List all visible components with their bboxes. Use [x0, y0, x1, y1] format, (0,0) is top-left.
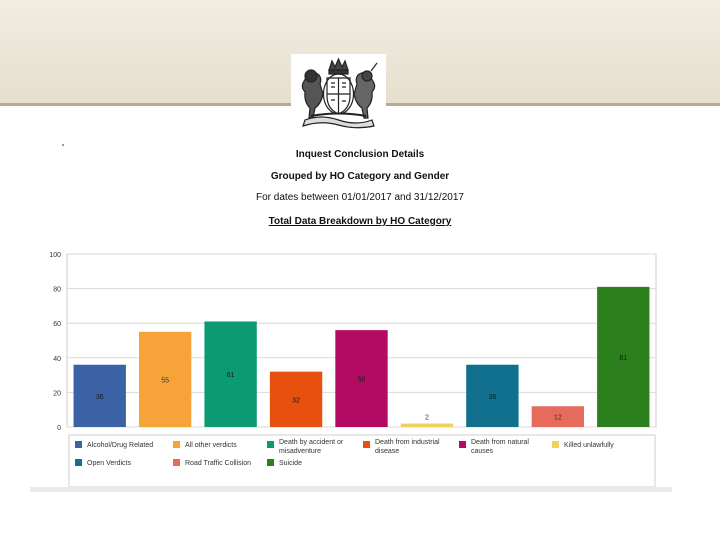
y-tick-label: 80	[53, 287, 61, 294]
report-title: Inquest Conclusion Details	[295, 149, 425, 160]
bar	[400, 423, 454, 427]
bar	[269, 371, 323, 427]
legend-swatch	[552, 441, 559, 448]
bar-value-label: 2	[425, 415, 429, 422]
legend-swatch	[267, 441, 274, 448]
royal-coat-of-arms-icon	[301, 57, 378, 129]
legend-label: All other verdicts	[185, 442, 237, 449]
bar	[138, 331, 192, 427]
y-tick-label: 40	[53, 356, 61, 363]
bar	[335, 330, 388, 427]
bar	[597, 286, 650, 427]
legend-swatch	[75, 459, 82, 466]
legend-swatch	[173, 459, 180, 466]
legend-swatch	[363, 441, 370, 448]
page-marker	[62, 144, 64, 146]
date-range: For dates between 01/01/2017 and 31/12/2…	[256, 192, 464, 203]
legend-label: Suicide	[279, 460, 302, 467]
report-subtitle: Grouped by HO Category and Gender	[270, 171, 450, 182]
bar	[73, 364, 126, 427]
y-tick-label: 100	[49, 252, 61, 259]
bar-value-label: 61	[227, 372, 235, 379]
section-title: Total Data Breakdown by HO Category	[268, 216, 452, 227]
legend-label: Death by accident or misadventure	[279, 439, 344, 455]
legend-swatch	[267, 459, 274, 466]
legend-label: Open Verdicts	[87, 460, 131, 467]
bar-value-label: 81	[619, 355, 627, 362]
bottom-strip	[30, 487, 672, 492]
legend-label: Road Traffic Collision	[185, 460, 251, 467]
y-tick-label: 0	[57, 425, 61, 432]
bar	[466, 364, 519, 427]
crest	[291, 54, 386, 130]
legend-label: Death from industrial disease	[375, 439, 440, 455]
bar	[531, 406, 585, 427]
bar	[204, 321, 257, 427]
bar-value-label: 55	[161, 377, 169, 384]
legend-label: Death from natural causes	[471, 439, 529, 455]
bar-value-label: 36	[96, 394, 104, 401]
y-tick-label: 20	[53, 390, 61, 397]
bar-value-label: 56	[358, 377, 366, 384]
legend-label: Alcohol/Drug Related	[87, 442, 153, 449]
bar-chart: 0 20 40 60 80 100 36 55 61 32 56 2 36 12 81 Alcohol/Dru…	[49, 252, 657, 488]
bar-value-label: 32	[292, 397, 300, 404]
legend-label: Killed unlawfully	[564, 442, 614, 449]
legend-swatch	[75, 441, 82, 448]
bar-value-label: 36	[488, 394, 496, 401]
legend-swatch	[173, 441, 180, 448]
y-tick-label: 60	[53, 321, 61, 328]
legend-swatch	[459, 441, 466, 448]
bar-value-label: 12	[554, 415, 562, 422]
